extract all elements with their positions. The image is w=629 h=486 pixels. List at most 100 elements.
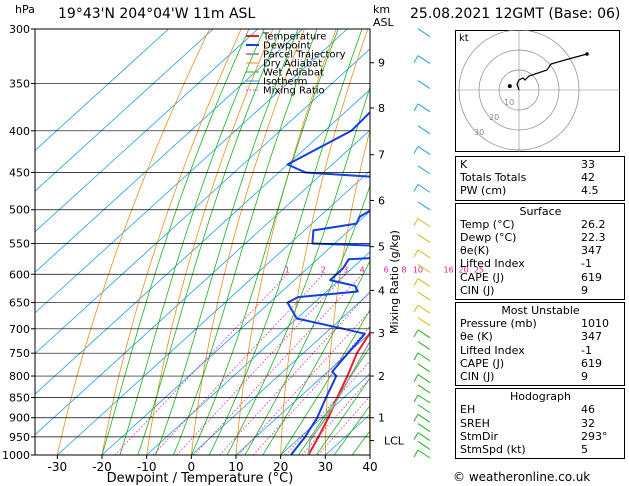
pressure-tick-label: 400 [9,125,30,138]
isotherm-line [35,29,214,192]
mixing-ratio-label: 6 [384,265,389,274]
hodograph-title: Hodograph [510,390,571,404]
temperature-tick-label: 20 [273,460,288,474]
wind-barb-flag [413,218,419,226]
temperature-tick-label: -30 [48,460,68,474]
mixing-ratio-label: 8 [401,265,406,274]
dry-adiabat-line [280,29,369,455]
wind-barb-flag [413,329,419,338]
pressure-tick-label: 650 [9,297,30,310]
unstable-row: θe (K) 347 [460,330,602,344]
isotherm-line [57,170,370,455]
wind-barb [417,304,431,314]
legend-label: Dry Adiabat [263,59,322,70]
pressure-tick-label: 350 [9,78,30,91]
wind-barb-flag [413,394,419,403]
pressure-tick-label: 1000 [2,449,30,462]
temperature-line [307,330,370,455]
wind-barb [417,449,431,459]
height-tick-label: 2 [378,370,385,383]
wind-barb-flag [413,449,419,458]
wind-barb [417,125,431,135]
wind-barb-flag [413,352,419,361]
wind-barb-flag [413,103,419,112]
height-unit-asl: ASL [373,16,394,29]
wind-barb [417,55,431,64]
wind-barb-flag [413,249,419,258]
wind-barb [417,201,431,211]
legend-label: Temperature [262,32,326,43]
unstable-row: CAPE (J) 619 [460,356,602,370]
surface-row: CAPE (J) 619 [460,270,602,284]
height-axis: 9 8 7 6 5 4 3 2 1 LCL [370,57,405,448]
pressure-tick-label: 850 [9,391,30,404]
mixing-ratio-line [176,274,346,455]
pressure-tick-label: 500 [9,204,30,217]
mixing-ratio-label: 16 [443,265,453,274]
legend-label: Isotherm [263,77,307,88]
mixing-ratio-label: 2 [321,265,326,274]
parcel-trajectory-line [307,339,370,455]
most-unstable-box: Most Unstable Pressure (mb) 1010 θe (K) 34… [455,302,625,387]
dewpoint-line [286,110,370,455]
isotherm-line [280,373,370,455]
storm-motion-marker [507,84,512,89]
hodograph-unit: kt [459,33,469,44]
plot-border [34,28,371,456]
surface-row: CIN (J) 9 [460,283,588,297]
mixing-ratio-label: 20 [459,265,469,274]
height-tick-label: 9 [378,57,385,70]
pressure-tick-label: 300 [9,23,30,36]
temperature-tick-label: 10 [228,460,243,474]
dry-adiabat-line [146,29,274,455]
height-tick-label: 8 [378,102,385,115]
mixing-ratio-line [301,377,370,455]
most-unstable-title: Most Unstable [501,304,580,318]
wet-adiabat-line [298,346,370,455]
hodograph: kt 10 20 30 [455,30,620,152]
datetime-title: 25.08.2021 12GMT (Base: 06) [410,6,621,22]
wind-barb [417,404,431,414]
hodograph-plot: 10 20 30 [455,30,620,152]
unstable-row: Lifted Index -1 [460,343,592,357]
mixing-ratio-line [238,310,370,455]
temperature-axis: -30 -20 -10 0 10 20 30 40 [48,455,378,474]
wind-barb [417,264,431,273]
dry-adiabat-line [190,29,305,455]
surface-box: Surface Temp (°C) 26.2 Dewp (°C) 22.3 θe(K… [455,202,625,301]
hodograph-endpoint [585,52,589,56]
wind-barb [417,352,431,362]
height-tick-label: 4 [378,284,385,297]
temperature-tick-label: 0 [188,460,196,474]
mixing-ratio-label: 25 [474,265,484,274]
mixing-ratio-label: 10 [413,265,423,274]
mixing-ratio-line [193,274,363,455]
index-row: K 33 [460,158,595,171]
hodograph-row: EH 46 [460,403,595,417]
legend-label: Wet Adiabat [263,68,324,79]
dry-adiabat-line [324,128,370,455]
wind-barb [417,341,431,350]
height-tick-label: 3 [378,327,385,340]
pressure-tick-label: 700 [9,323,30,336]
mixing-ratio-label: 4 [360,265,365,274]
isotherm-line [35,29,303,273]
wind-barb [417,384,431,394]
temperature-tick-label: -20 [92,460,112,474]
dry-adiabat-line [56,29,211,455]
pressure-tick-label: 800 [9,370,30,383]
wind-barb-flag [413,414,419,422]
wind-barb-flag [413,184,419,192]
profile-series [286,110,370,455]
isotherm-line [35,129,370,436]
pressure-axis: 300 350 400 450 500 550 600 650 700 750 800 850 900 9… [2,23,370,462]
wind-barb-flag [413,146,419,154]
height-unit-km: km [373,3,391,16]
mixing-ratio-label: 1 [285,265,290,274]
surface-row: θe(K) 347 [460,244,602,258]
temperature-tick-label: -10 [137,460,157,474]
wind-barb [417,278,431,287]
copyright-footer[interactable]: © weatheronline.co.uk [453,470,591,484]
wind-barb-flag [413,278,419,286]
